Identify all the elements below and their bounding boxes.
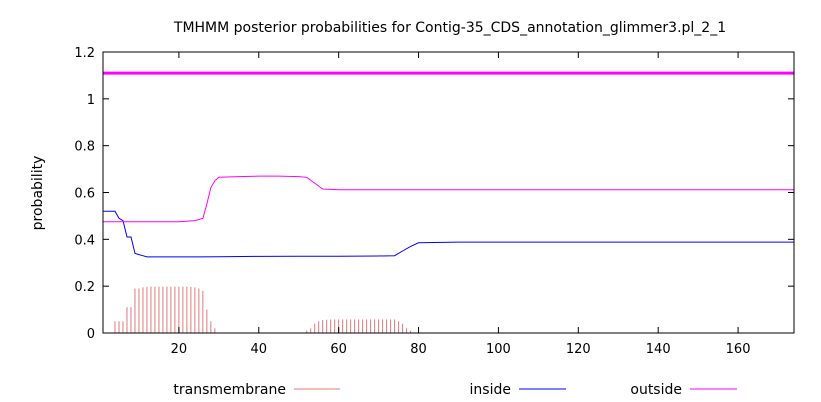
- x-tick-label: 40: [251, 342, 268, 357]
- x-tick-label: 80: [410, 342, 427, 357]
- inside-series-line: [103, 210, 794, 258]
- y-tick-label: 0.4: [74, 233, 95, 248]
- outside-series-line: [103, 175, 794, 223]
- legend-label-inside: inside: [470, 382, 511, 398]
- y-tick-label: 1: [87, 93, 95, 108]
- x-tick-label: 160: [726, 342, 751, 357]
- chart-title: TMHMM posterior probabilities for Contig…: [173, 20, 726, 36]
- plot-frame: [102, 51, 795, 334]
- x-tick-label: 60: [330, 342, 347, 357]
- axes: 20 40 60 80 100 120 140 160 0 0.2 0.4 0.6 0.8 1 1.2: [74, 46, 794, 357]
- y-tick-label: 0.8: [74, 140, 95, 155]
- legend: transmembrane inside outside: [173, 382, 737, 398]
- y-tick-label: 1.2: [74, 46, 95, 61]
- y-axis-label: probability: [30, 156, 46, 231]
- y-tick-label: 0.6: [74, 187, 95, 202]
- legend-label-outside: outside: [630, 382, 682, 398]
- x-tick-label: 140: [646, 342, 671, 357]
- legend-label-transmembrane: transmembrane: [173, 382, 286, 398]
- y-tick-label: 0.2: [74, 280, 95, 295]
- x-tick-label: 20: [171, 342, 188, 357]
- y-tick-label: 0: [87, 327, 95, 342]
- x-tick-label: 100: [486, 342, 511, 357]
- plot-area: [103, 71, 794, 333]
- x-tick-label: 120: [566, 342, 591, 357]
